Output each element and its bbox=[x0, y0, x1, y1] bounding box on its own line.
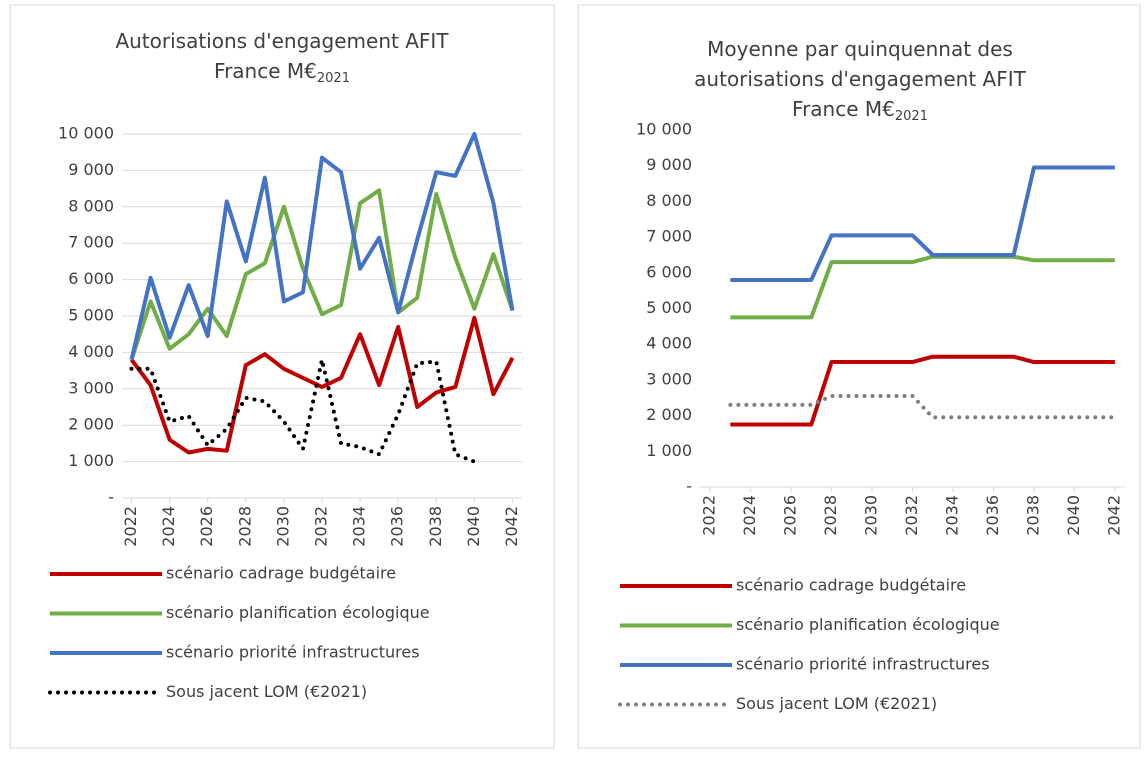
series-line bbox=[728, 393, 1117, 420]
y-tick-label: 7 000 bbox=[68, 233, 114, 252]
panel bbox=[9, 4, 555, 749]
x-tick-label: 2028 bbox=[821, 495, 840, 536]
x-tick-label: 2024 bbox=[159, 506, 178, 547]
y-tick-label: 7 000 bbox=[646, 227, 692, 246]
y-tick-label: 3 000 bbox=[646, 369, 692, 388]
chart-title: France M€2021 bbox=[214, 59, 350, 86]
y-tick-label: 2 000 bbox=[646, 405, 692, 424]
y-tick-label: 9 000 bbox=[646, 155, 692, 174]
x-tick-label: 2022 bbox=[700, 495, 719, 536]
y-tick-label: - bbox=[108, 488, 114, 507]
y-tick-label: 1 000 bbox=[646, 441, 692, 460]
x-tick-label: 2042 bbox=[1104, 495, 1123, 536]
chart-title-subscript: 2021 bbox=[317, 71, 350, 86]
chart-title-line: autorisations d'engagement AFIT bbox=[694, 67, 1026, 91]
chart-title: Autorisations d'engagement AFIT bbox=[115, 29, 449, 53]
y-tick-label: 2 000 bbox=[68, 415, 114, 434]
x-tick-label: 2034 bbox=[942, 495, 961, 536]
x-tick-label: 2030 bbox=[862, 495, 881, 536]
legend-label: scénario planification écologique bbox=[166, 603, 430, 622]
y-tick-label: 6 000 bbox=[646, 262, 692, 281]
series-line bbox=[730, 354, 1115, 427]
chart-title: autorisations d'engagement AFIT bbox=[694, 67, 1026, 91]
y-tick-label: 8 000 bbox=[68, 196, 114, 215]
y-tick-label: 4 000 bbox=[68, 342, 114, 361]
x-tick-label: 2042 bbox=[502, 506, 521, 547]
chart-title: France M€2021 bbox=[792, 97, 928, 124]
y-tick-label: 9 000 bbox=[68, 160, 114, 179]
legend-label: scénario cadrage budgétaire bbox=[166, 564, 396, 583]
series-line bbox=[129, 132, 515, 361]
y-tick-label: 5 000 bbox=[646, 298, 692, 317]
chart-title-line: Autorisations d'engagement AFIT bbox=[115, 29, 449, 53]
chart-title-line: France M€ bbox=[792, 97, 895, 121]
y-tick-label: 10 000 bbox=[58, 124, 114, 143]
x-tick-label: 2026 bbox=[781, 495, 800, 536]
x-tick-label: 2024 bbox=[740, 495, 759, 536]
x-tick-label: 2040 bbox=[1064, 495, 1083, 536]
legend-label: scénario priorité infrastructures bbox=[736, 655, 990, 674]
x-tick-label: 2032 bbox=[312, 506, 331, 547]
y-tick-label: 8 000 bbox=[646, 191, 692, 210]
y-tick-label: 10 000 bbox=[636, 120, 692, 139]
chart-title: Moyenne par quinquennat des bbox=[707, 37, 1013, 61]
x-tick-label: 2036 bbox=[983, 495, 1002, 536]
series-line bbox=[730, 254, 1115, 320]
legend-label: Sous jacent LOM (€2021) bbox=[166, 682, 367, 701]
chart-title-line: France M€ bbox=[214, 59, 317, 83]
y-tick-label: 6 000 bbox=[68, 269, 114, 288]
legend-label: scénario planification écologique bbox=[736, 615, 1000, 634]
series-line bbox=[129, 315, 515, 455]
chart-title-line: Moyenne par quinquennat des bbox=[707, 37, 1013, 61]
x-tick-label: 2032 bbox=[902, 495, 921, 536]
x-tick-label: 2040 bbox=[464, 506, 483, 547]
x-tick-label: 2026 bbox=[197, 506, 216, 547]
legend-label: scénario cadrage budgétaire bbox=[736, 576, 966, 595]
y-tick-label: - bbox=[686, 477, 692, 496]
x-tick-label: 2028 bbox=[235, 506, 254, 547]
x-tick-label: 2022 bbox=[121, 506, 140, 547]
x-tick-label: 2036 bbox=[388, 506, 407, 547]
x-tick-label: 2038 bbox=[1023, 495, 1042, 536]
chart-title-subscript: 2021 bbox=[895, 109, 928, 124]
legend-label: Sous jacent LOM (€2021) bbox=[736, 694, 937, 713]
x-tick-label: 2038 bbox=[426, 506, 445, 547]
x-tick-label: 2030 bbox=[273, 506, 292, 547]
y-tick-label: 1 000 bbox=[68, 451, 114, 470]
y-tick-label: 4 000 bbox=[646, 334, 692, 353]
x-tick-label: 2034 bbox=[350, 506, 369, 547]
y-tick-label: 3 000 bbox=[68, 378, 114, 397]
y-tick-label: 5 000 bbox=[68, 306, 114, 325]
legend-label: scénario priorité infrastructures bbox=[166, 643, 420, 662]
series-line bbox=[730, 165, 1115, 282]
series-line bbox=[129, 188, 515, 361]
series-line bbox=[129, 359, 477, 464]
